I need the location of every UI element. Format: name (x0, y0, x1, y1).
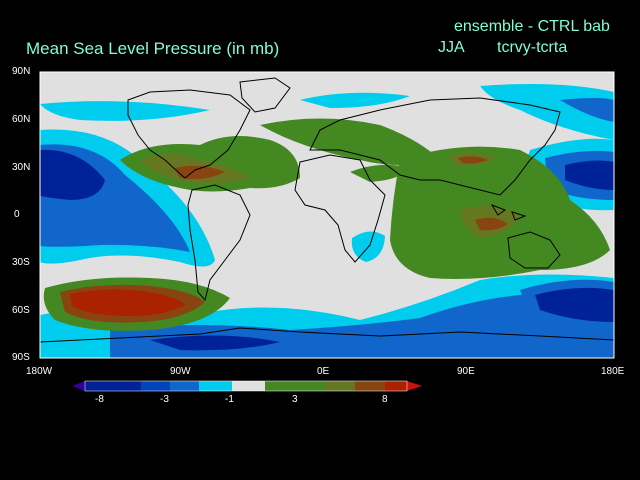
colorbar-label: -8 (95, 394, 104, 405)
colorbar-label: 8 (382, 394, 388, 405)
plot-title: Mean Sea Level Pressure (in mb) (26, 39, 280, 58)
colorbar-label: -1 (225, 394, 234, 405)
colorbar (72, 380, 422, 392)
lat-label: 60N (12, 114, 31, 125)
colorbar-label: 3 (292, 394, 298, 405)
lat-label: 0 (14, 209, 20, 220)
lon-label: 180W (26, 366, 53, 377)
lon-label: 90W (170, 366, 191, 377)
lat-label: 30N (12, 162, 31, 173)
plot-frame (39, 71, 615, 359)
pressure-field (40, 72, 614, 358)
lat-label: 90N (12, 66, 31, 77)
lon-label: 90E (457, 366, 475, 377)
lon-label: 180E (601, 366, 625, 377)
experiment-label: ensemble - CTRL bab (454, 18, 610, 35)
lat-label: 30S (12, 257, 30, 268)
lat-label: 60S (12, 305, 30, 316)
difference-label: tcrvy-tcrta (497, 39, 568, 56)
lat-label: 90S (12, 352, 30, 363)
lon-label: 0E (317, 366, 330, 377)
coastlines (40, 77, 614, 343)
colorbar-label: -3 (160, 394, 169, 405)
season-label: JJA (438, 39, 465, 56)
